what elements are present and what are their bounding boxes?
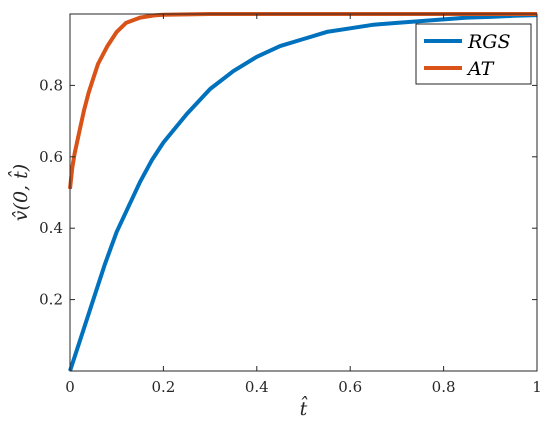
x-tick-label: 0.6: [338, 378, 362, 396]
legend: RGS AT: [415, 23, 532, 85]
y-tick-label: 0.2: [39, 291, 63, 309]
legend-label-at: AT: [466, 58, 495, 80]
x-tick-label: 0: [65, 378, 75, 396]
y-tick-label: 0.6: [39, 148, 63, 166]
x-tick-label: 1: [532, 378, 542, 396]
legend-label-rgs: RGS: [467, 31, 511, 53]
x-tick-label: 0.4: [245, 378, 269, 396]
series-line-rgs: [68, 13, 538, 372]
legend-box: [415, 23, 532, 85]
y-axis-label: v̂(0, t̂): [7, 164, 32, 221]
y-tick-label: 0.8: [39, 76, 63, 94]
y-tick-label: 0.4: [39, 219, 63, 237]
x-tick-label: 0.2: [151, 378, 175, 396]
x-axis-label: t̂: [300, 395, 308, 420]
x-tick-label: 0.8: [432, 378, 456, 396]
plot-area-frame: [69, 13, 538, 372]
tick-layer: 0 0.2 0.4 0.6 0.8 1 0.2 0.4 0.6 0.8: [39, 14, 542, 396]
